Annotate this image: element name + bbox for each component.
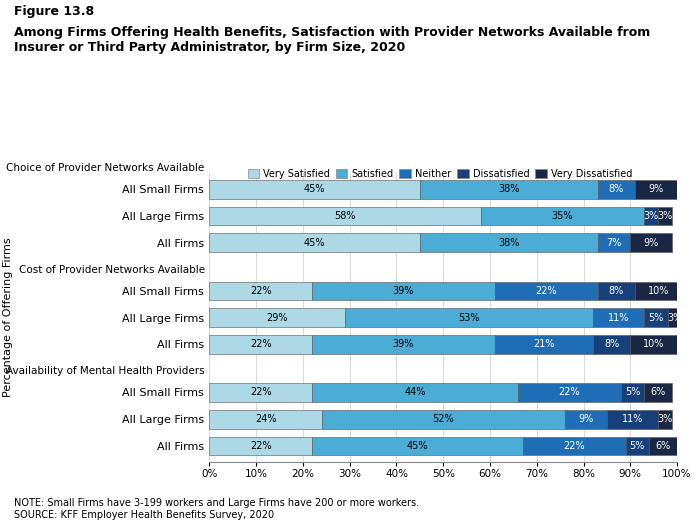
Text: 24%: 24% (255, 414, 276, 424)
Text: 9%: 9% (578, 414, 593, 424)
Text: 38%: 38% (498, 184, 519, 194)
Bar (593, 308, 644, 327)
Text: Figure 13.8: Figure 13.8 (14, 5, 94, 18)
Text: 44%: 44% (404, 387, 426, 397)
Text: 8%: 8% (604, 339, 619, 349)
Bar (345, 308, 593, 327)
Text: 22%: 22% (250, 387, 272, 397)
Text: 9%: 9% (644, 238, 659, 248)
Bar (419, 180, 597, 198)
Bar (312, 383, 518, 402)
Text: 8%: 8% (609, 286, 624, 296)
Text: 5%: 5% (625, 387, 640, 397)
Text: NOTE: Small Firms have 3-199 workers and Large Firms have 200 or more workers.
S: NOTE: Small Firms have 3-199 workers and… (14, 498, 419, 520)
Bar (593, 335, 630, 354)
Bar (597, 234, 630, 252)
Bar (523, 437, 625, 455)
Bar (209, 410, 322, 428)
Text: 45%: 45% (304, 238, 325, 248)
Bar (209, 383, 312, 402)
Bar (495, 335, 593, 354)
Text: 38%: 38% (498, 238, 519, 248)
Text: 5%: 5% (648, 312, 664, 323)
Text: 6%: 6% (655, 441, 671, 451)
Bar (625, 437, 649, 455)
Text: 45%: 45% (407, 441, 429, 451)
Bar (209, 308, 345, 327)
Bar (597, 180, 635, 198)
Legend: Very Satisfied, Satisfied, Neither, Dissatisfied, Very Dissatisfied: Very Satisfied, Satisfied, Neither, Diss… (244, 165, 636, 183)
Bar (644, 308, 668, 327)
Text: Availability of Mental Health Providers: Availability of Mental Health Providers (6, 366, 205, 376)
Text: 8%: 8% (609, 184, 624, 194)
Bar (630, 335, 677, 354)
Text: 52%: 52% (433, 414, 454, 424)
Text: 3%: 3% (658, 414, 673, 424)
Bar (209, 437, 312, 455)
Bar (312, 281, 495, 300)
Text: Choice of Provider Networks Available: Choice of Provider Networks Available (6, 163, 205, 173)
Text: 39%: 39% (393, 339, 414, 349)
Text: 11%: 11% (622, 414, 644, 424)
Text: 45%: 45% (304, 184, 325, 194)
Text: 3%: 3% (644, 211, 659, 221)
Text: 53%: 53% (458, 312, 480, 323)
Text: 6%: 6% (651, 387, 666, 397)
Text: 9%: 9% (648, 184, 664, 194)
Text: 7%: 7% (607, 238, 622, 248)
Text: Among Firms Offering Health Benefits, Satisfaction with Provider Networks Availa: Among Firms Offering Health Benefits, Sa… (14, 26, 651, 54)
Bar (668, 308, 682, 327)
Text: Cost of Provider Networks Available: Cost of Provider Networks Available (19, 265, 205, 275)
Text: 11%: 11% (608, 312, 630, 323)
Bar (495, 281, 597, 300)
Text: 22%: 22% (558, 387, 580, 397)
Y-axis label: Percentage of Offering Firms: Percentage of Offering Firms (3, 238, 13, 397)
Bar (518, 383, 621, 402)
Bar (322, 410, 565, 428)
Bar (565, 410, 607, 428)
Bar (481, 207, 644, 225)
Bar (419, 234, 597, 252)
Text: 3%: 3% (667, 312, 683, 323)
Bar (209, 207, 481, 225)
Bar (312, 437, 523, 455)
Text: 22%: 22% (535, 286, 557, 296)
Bar (209, 335, 312, 354)
Bar (621, 383, 644, 402)
Text: 35%: 35% (551, 211, 573, 221)
Text: 39%: 39% (393, 286, 414, 296)
Text: 21%: 21% (533, 339, 554, 349)
Text: 29%: 29% (267, 312, 288, 323)
Bar (635, 180, 677, 198)
Bar (644, 383, 672, 402)
Text: 22%: 22% (250, 339, 272, 349)
Bar (597, 281, 635, 300)
Bar (209, 234, 419, 252)
Bar (635, 281, 682, 300)
Text: 3%: 3% (658, 211, 673, 221)
Bar (644, 207, 658, 225)
Bar (607, 410, 658, 428)
Bar (209, 281, 312, 300)
Text: 22%: 22% (563, 441, 585, 451)
Bar (658, 410, 672, 428)
Text: 10%: 10% (643, 339, 664, 349)
Text: 22%: 22% (250, 286, 272, 296)
Bar (658, 207, 672, 225)
Text: 22%: 22% (250, 441, 272, 451)
Text: 58%: 58% (334, 211, 356, 221)
Bar (312, 335, 495, 354)
Bar (649, 437, 677, 455)
Text: 5%: 5% (630, 441, 645, 451)
Bar (209, 180, 419, 198)
Text: 10%: 10% (648, 286, 669, 296)
Bar (630, 234, 672, 252)
